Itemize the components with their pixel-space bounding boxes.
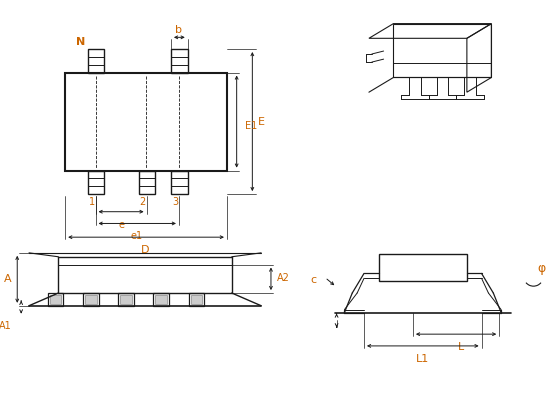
Bar (118, 293, 134, 306)
Bar (189, 293, 204, 306)
Text: b: b (175, 25, 182, 36)
Bar (139, 171, 155, 194)
Bar (120, 295, 132, 304)
Text: D: D (141, 245, 150, 255)
Bar (88, 171, 104, 194)
Text: E1: E1 (245, 122, 257, 132)
Text: 1: 1 (89, 197, 95, 207)
Bar (171, 49, 188, 73)
Text: A1: A1 (0, 322, 11, 331)
Bar (379, 254, 467, 281)
Text: e1: e1 (131, 231, 143, 241)
Bar (50, 295, 61, 304)
Text: L1: L1 (416, 354, 429, 364)
Bar (85, 295, 96, 304)
Text: A2: A2 (277, 273, 290, 283)
Text: 3: 3 (172, 197, 178, 207)
Bar (155, 295, 167, 304)
Text: N: N (76, 37, 85, 47)
Text: E: E (258, 117, 265, 126)
Bar (47, 293, 63, 306)
Bar (190, 295, 202, 304)
Bar (88, 49, 104, 73)
Bar (83, 293, 99, 306)
Text: c: c (311, 275, 317, 285)
Bar (153, 293, 169, 306)
Text: φ: φ (538, 262, 546, 275)
Text: e: e (118, 220, 124, 229)
Text: L: L (458, 342, 464, 352)
Bar (171, 171, 188, 194)
Bar (65, 73, 227, 171)
Text: 2: 2 (140, 197, 146, 207)
Text: A: A (4, 274, 11, 284)
